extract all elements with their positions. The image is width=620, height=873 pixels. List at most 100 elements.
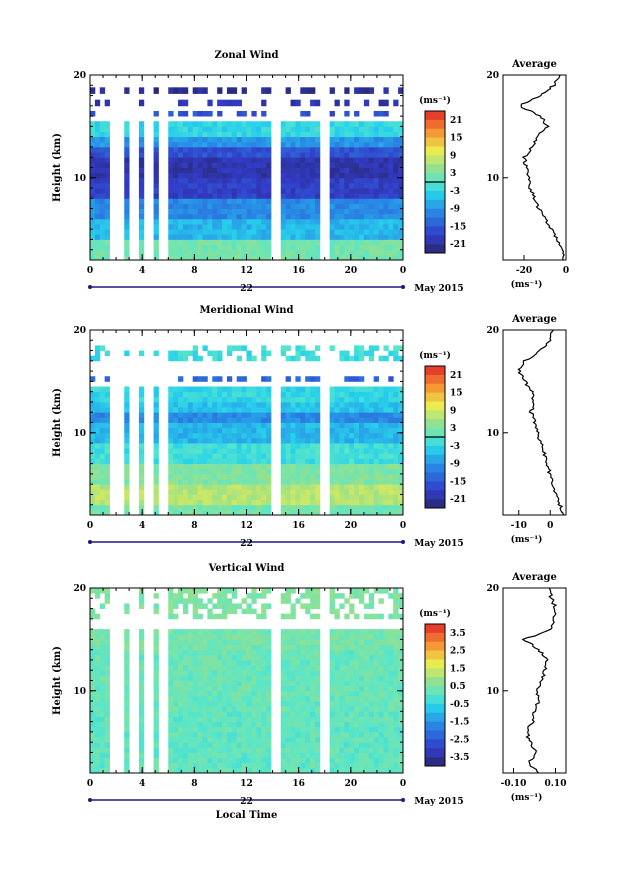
heatmap-cell <box>251 208 257 215</box>
heatmap-cell <box>388 141 394 148</box>
heatmap-cell <box>236 634 243 640</box>
heatmap-cell <box>290 249 296 256</box>
heatmap-cell <box>314 437 321 444</box>
heatmap-cell <box>222 489 228 495</box>
heatmap-cell <box>363 432 370 439</box>
heatmap-cell <box>280 162 287 168</box>
heatmap-cell <box>358 701 365 707</box>
heatmap-cell <box>398 177 404 184</box>
heatmap-cell <box>90 229 96 235</box>
heatmap-cell <box>187 453 194 459</box>
heatmap-cell <box>261 588 267 594</box>
heatmap-cell <box>398 659 404 666</box>
heatmap-cell <box>173 443 179 449</box>
heatmap-cell <box>168 752 174 758</box>
heatmap-cell <box>363 701 370 707</box>
heatmap-cell <box>173 239 179 245</box>
heatmap-cell <box>173 407 179 413</box>
heatmap-cell <box>192 131 198 138</box>
heatmap-cell <box>226 203 233 210</box>
heatmap-cell <box>398 649 404 656</box>
heatmap-cell <box>354 489 360 495</box>
heatmap-cell <box>207 417 213 423</box>
heatmap-cell <box>329 731 335 738</box>
heatmap-cell <box>305 172 311 179</box>
heatmap-cell <box>266 448 272 454</box>
heatmap-cell <box>363 448 370 454</box>
heatmap-cell <box>231 157 238 163</box>
heatmap-cell <box>226 665 233 671</box>
heatmap-cell <box>246 484 252 490</box>
heatmap-cell <box>310 244 316 251</box>
heatmap-cell <box>251 182 257 189</box>
heatmap-cell <box>398 401 404 408</box>
heatmap-cell <box>363 136 370 143</box>
heatmap-cell <box>94 417 101 423</box>
heatmap-cell <box>192 716 198 723</box>
heatmap-cell <box>383 731 389 738</box>
heatmap-cell <box>187 412 194 418</box>
heatmap-cell <box>222 239 228 245</box>
heatmap-cell <box>226 448 233 454</box>
heatmap-cell <box>178 489 184 495</box>
heatmap-cell <box>368 731 375 738</box>
heatmap-cell <box>305 608 311 615</box>
heatmap-cell <box>261 141 267 148</box>
heatmap-cell <box>295 345 301 351</box>
heatmap-cell <box>94 644 101 651</box>
heatmap-cell <box>236 458 243 465</box>
heatmap-cell <box>153 126 159 132</box>
heatmap-cell <box>192 494 198 500</box>
heatmap-cell <box>207 172 213 179</box>
heatmap-cell <box>285 644 291 651</box>
heatmap-cell <box>280 670 287 676</box>
heatmap-cell <box>94 443 101 449</box>
heatmap-cell <box>305 468 311 475</box>
heatmap-cell <box>207 629 213 635</box>
heatmap-cell <box>182 685 189 692</box>
heatmap-cell <box>173 726 179 733</box>
heatmap-cell <box>99 177 106 184</box>
heatmap-cell <box>354 706 360 712</box>
heatmap-cell <box>314 136 321 143</box>
heatmap-cell <box>368 198 375 204</box>
heatmap-cell <box>104 350 110 357</box>
heatmap-cell <box>236 742 243 748</box>
heatmap-cell <box>251 177 257 184</box>
heatmap-cell <box>354 654 360 661</box>
heatmap-cell <box>266 690 272 697</box>
heatmap-cell <box>290 146 296 153</box>
heatmap-cell <box>388 726 394 733</box>
heatmap-cell <box>197 427 203 434</box>
heatmap-cell <box>339 229 345 235</box>
heatmap-cell <box>398 634 404 640</box>
heatmap-cell <box>344 690 350 697</box>
heatmap-cell <box>388 412 394 418</box>
heatmap-cell <box>197 706 203 712</box>
heatmap-cell <box>138 213 145 220</box>
heatmap-cell <box>344 613 350 620</box>
heatmap-cell <box>290 188 296 194</box>
heatmap-cell <box>378 726 384 733</box>
heatmap-cell <box>314 345 321 351</box>
heatmap-cell <box>236 213 243 220</box>
heatmap-cell <box>354 254 360 261</box>
heatmap-cell <box>393 422 399 429</box>
heatmap-cell <box>310 146 316 153</box>
heatmap-cell <box>246 401 252 408</box>
heatmap-cell <box>90 484 96 490</box>
heatmap-cell <box>168 198 174 204</box>
heatmap-cell <box>99 244 106 251</box>
heatmap-cell <box>398 468 404 475</box>
heatmap-cell <box>168 504 174 511</box>
heatmap-cell <box>256 629 262 635</box>
heatmap-cell <box>231 131 238 138</box>
heatmap-cell <box>334 99 340 107</box>
y-tick-label: 20 <box>73 584 86 594</box>
heatmap-cell <box>300 499 306 506</box>
heatmap-cell <box>310 504 316 511</box>
heatmap-cell <box>187 504 194 511</box>
heatmap-cell <box>173 401 179 408</box>
heatmap-cell <box>212 172 218 179</box>
heatmap-cell <box>173 350 179 357</box>
